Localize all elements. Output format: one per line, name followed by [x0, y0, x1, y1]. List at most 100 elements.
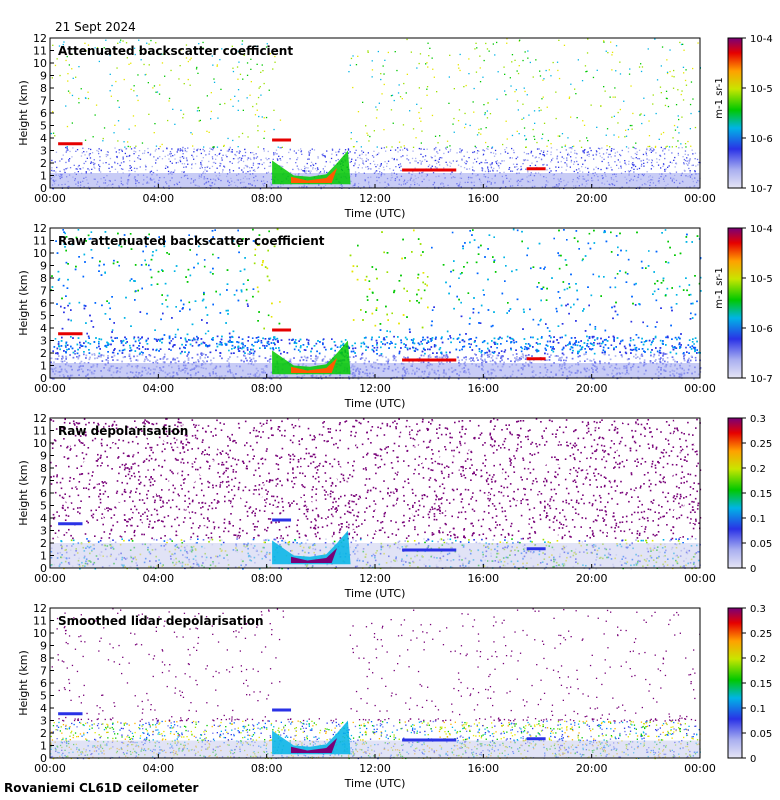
- y-tick-label: 3: [40, 715, 47, 728]
- thin-layer-2: [58, 142, 83, 146]
- x-tick-label: 20:00: [576, 382, 608, 395]
- colorbar-tick-label: 10-6: [750, 324, 773, 335]
- colorbar-label: m-1 sr-1: [714, 267, 725, 309]
- colorbar: [727, 227, 743, 379]
- y-tick-label: 11: [33, 615, 47, 628]
- y-tick-label: 6: [40, 107, 47, 120]
- y-tick-label: 12: [33, 32, 47, 45]
- y-tick-label: 5: [40, 690, 47, 703]
- x-tick-label: 08:00: [251, 572, 283, 585]
- y-tick-label: 7: [40, 285, 47, 298]
- thin-layer-2: [58, 522, 83, 526]
- x-tick-label: 04:00: [142, 762, 174, 775]
- colorbar-tick-label: 0.15: [750, 489, 772, 500]
- x-tick-label: 12:00: [359, 762, 391, 775]
- y-tick-label: 3: [40, 335, 47, 348]
- x-tick-label: 16:00: [467, 382, 499, 395]
- colorbar-tick-label: 0.15: [750, 679, 772, 690]
- thin-layer-3: [526, 547, 546, 551]
- x-tick-label: 00:00: [34, 762, 66, 775]
- x-axis-label: Time (UTC): [344, 777, 406, 790]
- y-tick-label: 8: [40, 652, 47, 665]
- y-tick-label: 7: [40, 95, 47, 108]
- colorbar-tick-label: 10-5: [750, 274, 773, 285]
- colorbar-tick-label: 0.05: [750, 729, 772, 740]
- y-tick-label: 6: [40, 487, 47, 500]
- y-tick-label: 10: [33, 247, 47, 260]
- y-tick-label: 9: [40, 260, 47, 273]
- thin-layer-3: [526, 167, 546, 171]
- colorbar-tick-label: 10-4: [750, 34, 773, 45]
- y-tick-label: 10: [33, 57, 47, 70]
- y-tick-label: 1: [40, 170, 47, 183]
- x-tick-label: 12:00: [359, 572, 391, 585]
- colorbar-tick-label: 0.3: [750, 604, 766, 615]
- y-tick-label: 6: [40, 297, 47, 310]
- thin-layer-1: [402, 168, 457, 172]
- y-tick-label: 11: [33, 235, 47, 248]
- x-tick-label: 00:00: [34, 192, 66, 205]
- y-axis-label: Height (km): [17, 80, 30, 146]
- y-tick-label: 1: [40, 740, 47, 753]
- thin-layer-4: [272, 708, 292, 712]
- colorbar: [727, 417, 743, 569]
- colorbar-tick-label: 10-6: [750, 134, 773, 145]
- y-tick-label: 3: [40, 145, 47, 158]
- boundary-layer-band: [50, 740, 700, 758]
- thin-layer-3: [526, 357, 546, 361]
- y-tick-label: 11: [33, 425, 47, 438]
- cloud-core: [291, 358, 338, 373]
- y-tick-label: 8: [40, 82, 47, 95]
- y-tick-label: 0: [40, 182, 47, 195]
- thin-layer-4: [272, 518, 292, 522]
- thin-layer-4: [272, 328, 292, 332]
- y-tick-label: 2: [40, 347, 47, 360]
- instrument-label: Rovaniemi CL61D ceilometer: [4, 781, 199, 795]
- x-axis-label: Time (UTC): [344, 207, 406, 220]
- y-axis-label: Height (km): [17, 270, 30, 336]
- y-tick-label: 12: [33, 222, 47, 235]
- y-tick-label: 9: [40, 450, 47, 463]
- colorbar-tick-label: 10-4: [750, 224, 773, 235]
- x-tick-label: 16:00: [467, 762, 499, 775]
- colorbar-tick-label: 0.1: [750, 704, 766, 715]
- x-tick-label: 04:00: [142, 382, 174, 395]
- x-tick-label: 00:00: [684, 192, 716, 205]
- y-tick-label: 4: [40, 322, 47, 335]
- thin-layer-1: [402, 738, 457, 742]
- plot-area: [50, 228, 700, 378]
- x-tick-label: 00:00: [34, 572, 66, 585]
- x-tick-label: 20:00: [576, 192, 608, 205]
- colorbar: [727, 607, 743, 759]
- y-tick-label: 5: [40, 310, 47, 323]
- colorbar-tick-label: 0.3: [750, 414, 766, 425]
- y-axis-label: Height (km): [17, 650, 30, 716]
- boundary-layer-band: [50, 543, 700, 568]
- cloud-core: [291, 168, 338, 183]
- colorbar-tick-label: 10-7: [750, 184, 773, 195]
- colorbar-tick-label: 0.1: [750, 514, 766, 525]
- y-tick-label: 12: [33, 602, 47, 615]
- y-tick-label: 11: [33, 45, 47, 58]
- colorbar: [727, 37, 743, 189]
- y-tick-label: 4: [40, 512, 47, 525]
- y-tick-label: 6: [40, 677, 47, 690]
- x-tick-label: 20:00: [576, 762, 608, 775]
- y-tick-label: 1: [40, 360, 47, 373]
- x-tick-label: 00:00: [684, 762, 716, 775]
- colorbar-tick-label: 0: [750, 564, 756, 575]
- x-tick-label: 00:00: [684, 572, 716, 585]
- x-tick-label: 12:00: [359, 382, 391, 395]
- colorbar-tick-label: 10-5: [750, 84, 773, 95]
- colorbar-tick-label: 0: [750, 754, 756, 765]
- y-tick-label: 9: [40, 70, 47, 83]
- y-tick-label: 1: [40, 550, 47, 563]
- y-tick-label: 12: [33, 412, 47, 425]
- y-tick-label: 5: [40, 500, 47, 513]
- x-tick-label: 16:00: [467, 572, 499, 585]
